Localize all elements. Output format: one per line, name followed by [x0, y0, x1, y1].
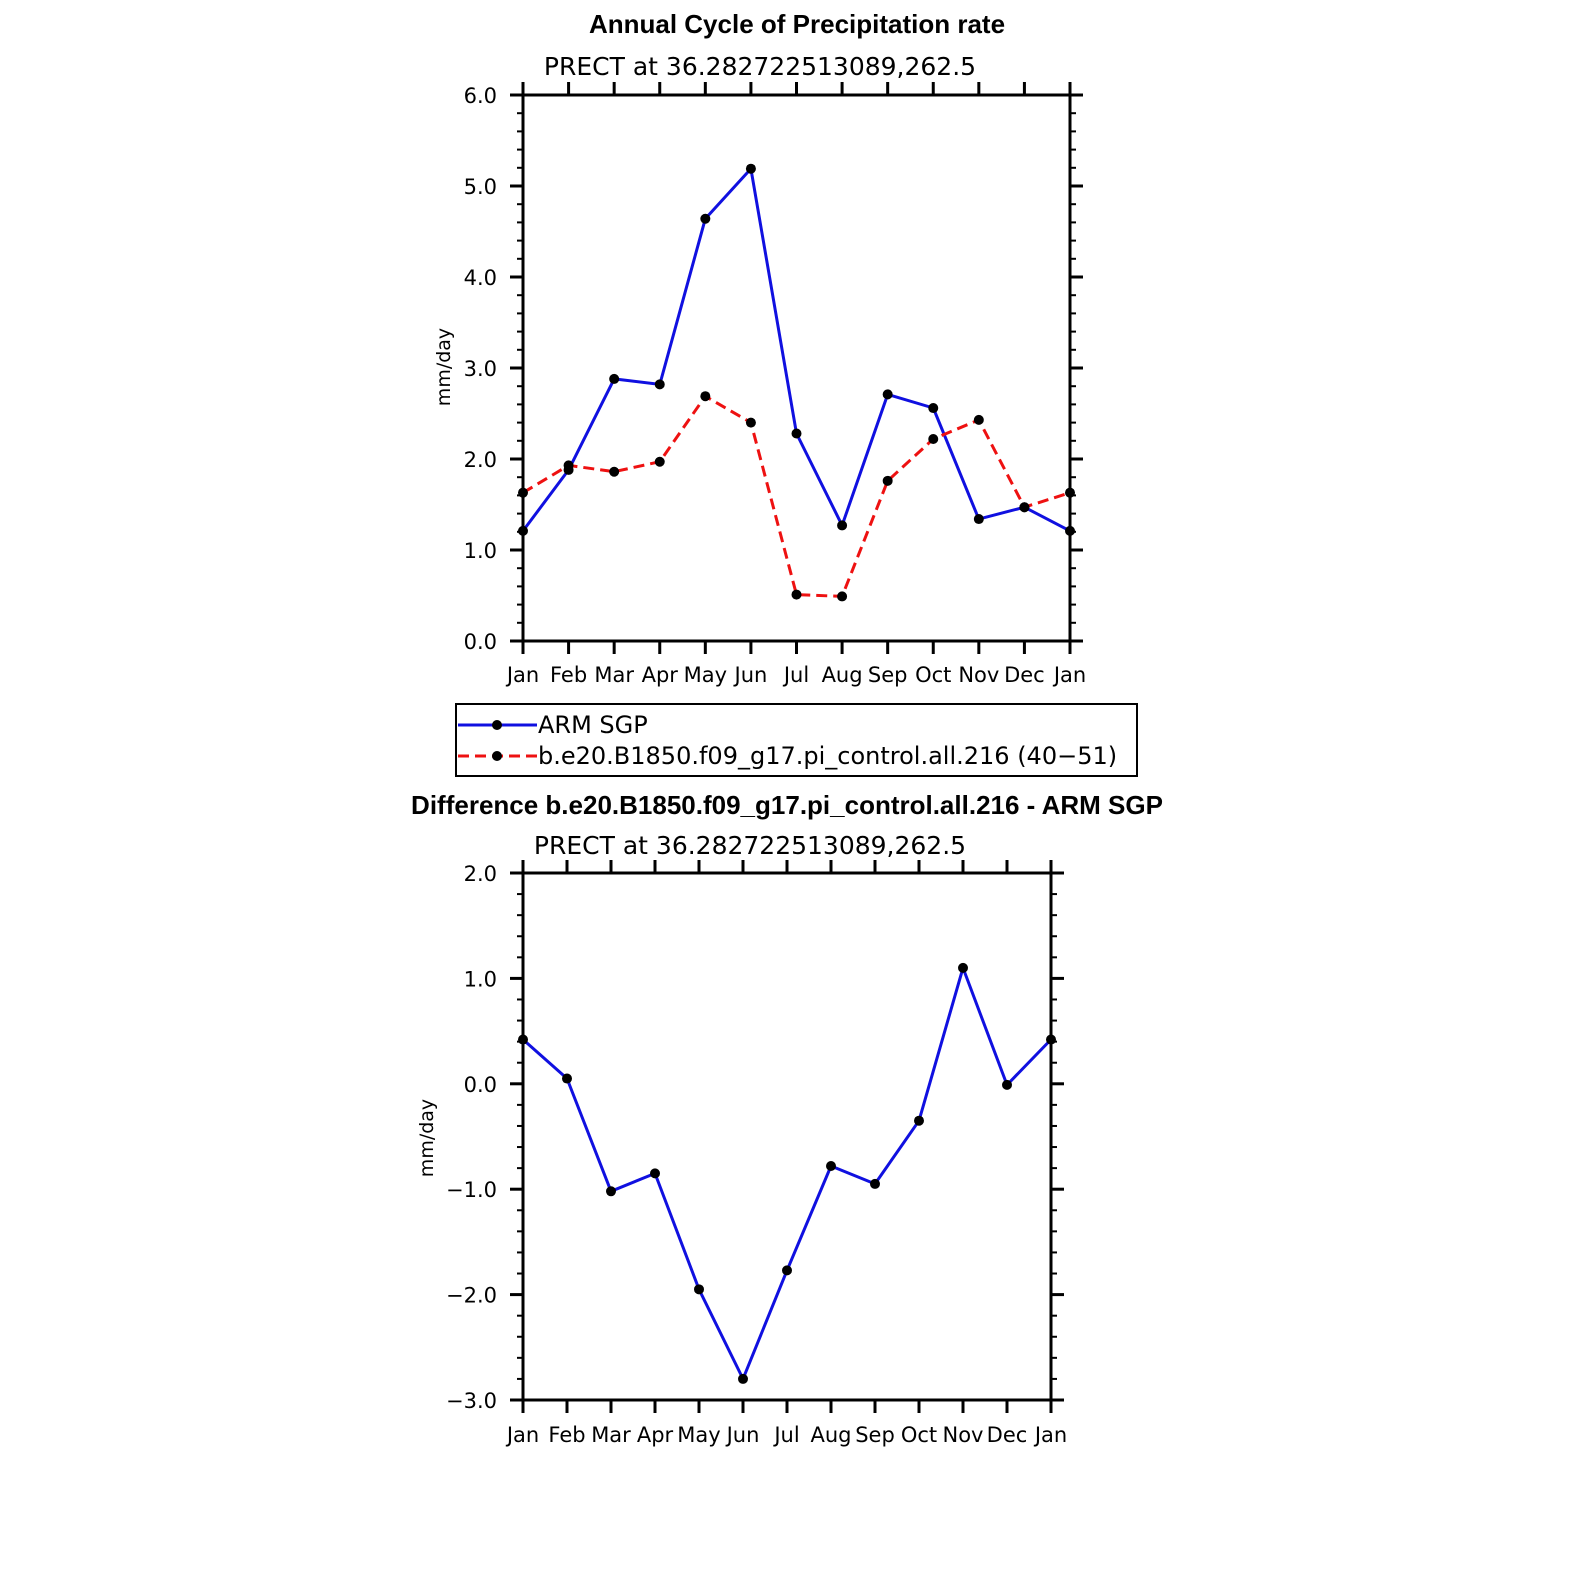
x-tick-label: Mar [591, 1423, 631, 1447]
x-tick-label: Dec [1004, 663, 1045, 687]
plot-frame [521, 93, 1072, 643]
x-tick-label: Jul [782, 663, 809, 687]
data-point-series-0 [914, 1115, 924, 1126]
x-tick-label: Apr [642, 663, 679, 687]
x-tick-label: Nov [958, 663, 999, 687]
y-tick-label: 1.0 [464, 539, 497, 563]
y-tick-label: 4.0 [464, 266, 497, 290]
y-tick-label: 0.0 [464, 1073, 497, 1097]
x-tick-labels: Jan Feb Mar Apr May Jun Jul Aug Sep Oct Nov Dec Jan [505, 1423, 1067, 1447]
series-lines [522, 966, 1053, 1381]
y-tick-labels: −3.0 −2.0 −1.0 0.0 1.0 2.0 [446, 862, 497, 1413]
x-tick-labels: Jan Feb Mar Apr May Jun Jul Aug Sep Oct Nov Dec Jan [505, 663, 1086, 687]
series-points [518, 163, 1075, 602]
x-tick-label: Jan [505, 1423, 539, 1447]
x-tick-label: Oct [901, 1423, 937, 1447]
x-tick-label: Dec [987, 1423, 1028, 1447]
data-point-series-0 [650, 1168, 660, 1179]
data-point-series-1 [1019, 502, 1030, 513]
legend: ARM SGP b.e20.B1850.f09_g17.pi_control.a… [455, 703, 1138, 777]
legend-label-model: b.e20.B1850.f09_g17.pi_control.all.216 (… [538, 742, 1117, 770]
data-point-series-0 [882, 389, 893, 400]
data-point-series-0 [791, 428, 802, 439]
series-points [518, 962, 1056, 1384]
x-tick-label: May [677, 1423, 720, 1447]
x-tick-label: Feb [548, 1423, 585, 1447]
y-tick-label: −1.0 [446, 1178, 497, 1202]
data-point-series-0 [958, 962, 968, 973]
data-point-series-0 [837, 520, 848, 531]
x-tick-label: Apr [637, 1423, 674, 1447]
data-point-series-1 [654, 456, 665, 467]
y-tick-label: 2.0 [464, 862, 497, 886]
x-tick-label: Aug [810, 1423, 851, 1447]
data-point-series-0 [694, 1284, 704, 1295]
x-tick-label: Mar [594, 663, 634, 687]
data-point-series-1 [700, 391, 711, 402]
data-point-series-1 [563, 460, 574, 471]
data-point-series-0 [654, 379, 665, 390]
difference-chart: Difference b.e20.B1850.f09_g17.pi_contro… [411, 790, 1163, 1447]
x-tick-label: Aug [822, 663, 863, 687]
y-tick-label: −3.0 [446, 1389, 497, 1413]
y-axis-label: mm/day [416, 1099, 438, 1177]
legend-marker-model [492, 751, 502, 761]
y-tick-label: 5.0 [464, 175, 497, 199]
data-point-series-1 [791, 589, 802, 600]
data-point-series-0 [738, 1373, 748, 1384]
y-axis-label: mm/day [433, 328, 455, 406]
data-point-series-0 [745, 163, 756, 174]
x-tick-label: Sep [855, 1423, 895, 1447]
data-point-series-0 [609, 373, 620, 384]
legend-marker-arm-sgp [492, 720, 502, 730]
data-point-series-1 [882, 475, 893, 486]
axis-ticks [510, 82, 1083, 654]
data-point-series-1 [609, 466, 620, 477]
x-tick-label: May [684, 663, 727, 687]
chart-subtitle: PRECT at 36.282722513089,262.5 [534, 831, 966, 860]
data-point-series-0 [606, 1186, 616, 1197]
x-tick-label: Feb [550, 663, 587, 687]
series-lines [521, 167, 1071, 598]
data-point-series-0 [700, 213, 711, 224]
y-tick-label: −2.0 [446, 1284, 497, 1308]
y-tick-label: 6.0 [464, 84, 497, 108]
x-tick-label: Sep [868, 663, 908, 687]
series-line-0 [522, 966, 1053, 1381]
y-tick-label: 2.0 [464, 448, 497, 472]
data-point-series-0 [782, 1265, 792, 1276]
x-tick-label: Jan [1052, 663, 1086, 687]
x-tick-label: Jan [1033, 1423, 1067, 1447]
data-point-series-1 [928, 433, 939, 444]
legend-box [455, 703, 1138, 777]
x-tick-label: Jan [505, 663, 539, 687]
y-tick-label: 1.0 [464, 967, 497, 991]
data-point-series-0 [870, 1178, 880, 1189]
chart-subtitle: PRECT at 36.282722513089,262.5 [544, 52, 976, 81]
x-tick-label: Oct [915, 663, 951, 687]
data-point-series-1 [745, 417, 756, 428]
chart-title: Annual Cycle of Precipitation rate [589, 9, 1005, 39]
data-point-series-0 [928, 403, 939, 414]
y-tick-label: 3.0 [464, 357, 497, 381]
x-tick-label: Jun [733, 663, 768, 687]
series-line-0 [521, 167, 1071, 533]
x-tick-label: Nov [943, 1423, 984, 1447]
data-point-series-0 [826, 1161, 836, 1172]
x-tick-label: Jun [725, 1423, 760, 1447]
plot-frame [521, 871, 1053, 1402]
axis-ticks [510, 860, 1064, 1413]
data-point-series-0 [562, 1073, 572, 1084]
y-tick-labels: 0.0 1.0 2.0 3.0 4.0 5.0 6.0 [464, 84, 497, 654]
precip-annual-cycle-chart: Annual Cycle of Precipitation rate PRECT… [433, 9, 1138, 777]
chart-title: Difference b.e20.B1850.f09_g17.pi_contro… [411, 790, 1163, 820]
legend-label-arm-sgp: ARM SGP [538, 711, 648, 739]
y-tick-label: 0.0 [464, 630, 497, 654]
data-point-series-1 [973, 414, 984, 425]
data-point-series-0 [1002, 1079, 1012, 1090]
x-tick-label: Jul [772, 1423, 799, 1447]
data-point-series-1 [837, 591, 848, 602]
data-point-series-0 [973, 514, 984, 525]
